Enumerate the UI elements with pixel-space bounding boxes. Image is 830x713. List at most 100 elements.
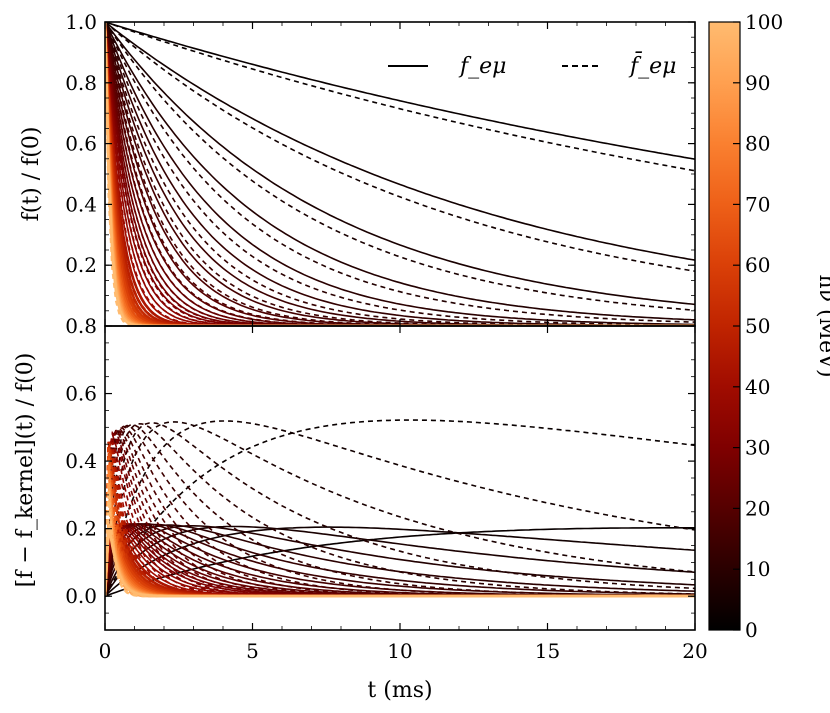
colorbar-tick-label: 70 xyxy=(745,192,770,216)
bottom-panel: 0.0 0.2 0.4 0.6 0 5 10 15 20 [f − f_kernel](t) /… xyxy=(13,22,708,703)
bottom-xlabel: t (ms) xyxy=(367,678,432,703)
top-dashed-curve xyxy=(105,22,695,326)
top-dashed-curve xyxy=(105,22,695,326)
top-dashed-curve xyxy=(105,22,695,326)
top-curves xyxy=(105,22,695,326)
top-solid-curve xyxy=(105,22,695,321)
top-solid-curve xyxy=(105,22,695,326)
top-dashed-curve xyxy=(105,22,695,326)
top-solid-curve xyxy=(105,22,695,326)
bottom-solid-curve xyxy=(105,525,695,597)
top-solid-curve xyxy=(105,22,695,326)
bottom-dashed-curve xyxy=(105,442,695,598)
top-dashed-curve xyxy=(105,22,695,272)
top-dashed-curve xyxy=(105,22,695,312)
bottom-dashed-curve xyxy=(105,419,695,597)
top-solid-curve xyxy=(105,22,695,326)
top-dashed-curve xyxy=(105,22,695,326)
bottom-ticks: 0.0 0.2 0.4 0.6 0 5 10 15 20 xyxy=(65,22,708,663)
bottom-curves xyxy=(105,419,695,598)
top-dashed-curve xyxy=(105,22,695,326)
bottom-ytick-label: 0.0 xyxy=(65,584,97,608)
top-solid-curve xyxy=(105,22,695,326)
top-solid-curve xyxy=(105,22,695,326)
top-ytick-label: 0.8 xyxy=(65,314,97,338)
colorbar-tick-label: 20 xyxy=(745,496,770,520)
top-dashed-curve xyxy=(105,22,695,326)
xtick-label: 5 xyxy=(246,639,259,663)
bottom-solid-curve xyxy=(105,525,695,597)
colorbar-tick-label: 40 xyxy=(745,375,770,399)
top-dashed-curve xyxy=(105,22,695,323)
top-dashed-curve xyxy=(105,22,695,326)
xtick-label: 0 xyxy=(99,639,112,663)
top-y-ticks: 1.0 0.8 0.6 0.4 0.2 0.8 xyxy=(65,10,695,338)
top-ytick-label: 0.2 xyxy=(65,253,97,277)
top-dashed-curve xyxy=(105,22,695,326)
top-dashed-curve xyxy=(105,22,695,326)
bottom-dashed-curve xyxy=(105,424,695,597)
top-solid-curve xyxy=(105,22,695,326)
top-dashed-curve xyxy=(105,22,695,326)
top-panel: 1.0 0.8 0.6 0.4 0.2 0.8 f(t) / f(0) f_eμ f̄_e… xyxy=(19,10,696,338)
top-solid-curve xyxy=(105,22,695,326)
top-ytick-label: 1.0 xyxy=(65,10,97,34)
top-solid-curve xyxy=(105,22,695,306)
top-solid-curve xyxy=(105,22,695,326)
colorbar-tick-label: 50 xyxy=(745,314,770,338)
top-dashed-curve xyxy=(105,22,695,326)
top-solid-curve xyxy=(105,22,695,326)
bottom-solid-curve xyxy=(105,522,695,597)
top-ytick-label: 0.4 xyxy=(65,192,97,216)
legend: f_eμ f̄_eμ xyxy=(388,51,676,79)
top-dashed-curve xyxy=(105,22,695,326)
top-solid-curve xyxy=(105,22,695,160)
top-dashed-curve xyxy=(105,22,695,326)
top-solid-curve xyxy=(105,22,695,326)
top-solid-curve xyxy=(105,22,695,326)
bottom-solid-curve xyxy=(105,527,695,597)
top-solid-curve xyxy=(105,22,695,326)
top-dashed-curve xyxy=(105,22,695,326)
top-dashed-curve xyxy=(105,22,695,326)
bottom-ytick-label: 0.4 xyxy=(65,449,97,473)
top-dashed-curve xyxy=(105,22,695,326)
top-solid-curve xyxy=(105,22,695,326)
xtick-label: 20 xyxy=(682,639,707,663)
top-dashed-curve xyxy=(105,22,695,326)
legend-dashed-label: f̄_eμ xyxy=(628,51,676,79)
colorbar-tick-label: 100 xyxy=(745,10,783,34)
top-solid-curve xyxy=(105,22,695,326)
top-solid-curve xyxy=(105,22,695,326)
top-dashed-curve xyxy=(105,22,695,326)
colorbar-tick-label: 0 xyxy=(745,618,758,642)
colorbar-label: hν (MeV) xyxy=(814,274,830,377)
colorbar-tick-label: 80 xyxy=(745,132,770,156)
top-dashed-curve xyxy=(105,22,695,172)
xtick-label: 15 xyxy=(535,639,560,663)
top-ylabel: f(t) / f(0) xyxy=(19,127,44,222)
bottom-dashed-curve xyxy=(105,441,695,597)
top-solid-curve xyxy=(105,22,695,326)
top-solid-curve xyxy=(105,22,695,326)
bottom-dashed-curve xyxy=(105,421,695,597)
bottom-dashed-curve xyxy=(105,441,695,598)
top-dashed-curve xyxy=(105,22,695,326)
top-solid-curve xyxy=(105,22,695,326)
bottom-ytick-label: 0.6 xyxy=(65,382,97,406)
top-dashed-curve xyxy=(105,22,695,326)
bottom-dashed-curve xyxy=(105,420,695,597)
bottom-dashed-curve xyxy=(105,428,695,597)
top-dashed-curve xyxy=(105,22,695,326)
top-axes-frame xyxy=(104,21,696,327)
bottom-dashed-curve xyxy=(105,441,695,598)
top-dashed-curve xyxy=(105,22,695,326)
bottom-axes-frame xyxy=(104,325,696,631)
bottom-dashed-curve xyxy=(105,444,695,598)
top-solid-curve xyxy=(105,22,695,326)
top-dashed-curve xyxy=(105,22,695,326)
top-solid-curve xyxy=(105,22,695,326)
top-solid-curve xyxy=(105,22,695,326)
